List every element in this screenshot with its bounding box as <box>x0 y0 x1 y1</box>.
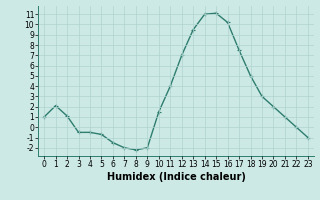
X-axis label: Humidex (Indice chaleur): Humidex (Indice chaleur) <box>107 172 245 182</box>
